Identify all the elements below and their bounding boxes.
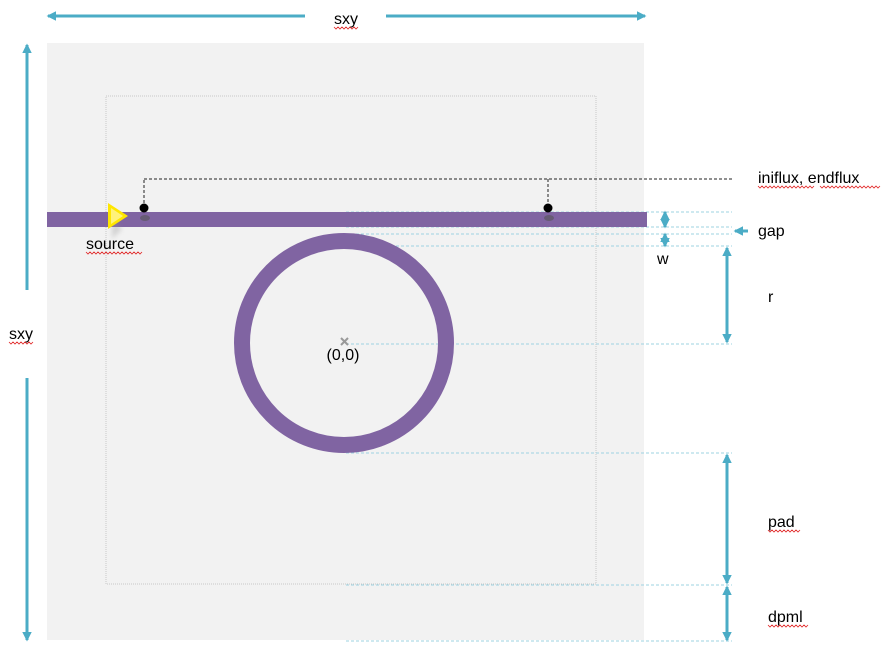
sxy-left-label: sxy xyxy=(9,326,33,343)
flux-point-left-icon xyxy=(139,203,150,221)
pad-spellcheck xyxy=(767,529,801,533)
origin-cross-icon xyxy=(340,337,349,346)
ring-resonator xyxy=(234,233,454,453)
source-label: source xyxy=(86,236,134,253)
sxy-top-spellcheck xyxy=(333,26,359,30)
sxy-left-spellcheck xyxy=(8,341,34,345)
origin-label: (0,0) xyxy=(327,347,360,364)
dpml-label: dpml xyxy=(768,609,803,626)
sxy-top-label: sxy xyxy=(334,11,358,28)
w-label: w xyxy=(656,251,669,268)
flux-spellcheck xyxy=(757,185,881,189)
source-spellcheck xyxy=(85,251,143,255)
dpml-spellcheck xyxy=(767,624,809,628)
pml-boundary xyxy=(105,95,597,585)
flux-label: iniflux, endflux xyxy=(758,170,859,187)
pad-label: pad xyxy=(768,514,795,531)
r-label: r xyxy=(768,289,774,306)
source-marker-icon xyxy=(108,203,128,239)
straight-waveguide xyxy=(47,212,647,227)
flux-point-right-icon xyxy=(543,203,554,221)
dimension-arrows xyxy=(22,11,748,642)
gap-label: gap xyxy=(758,223,785,240)
flux-line-bracket xyxy=(143,178,732,208)
